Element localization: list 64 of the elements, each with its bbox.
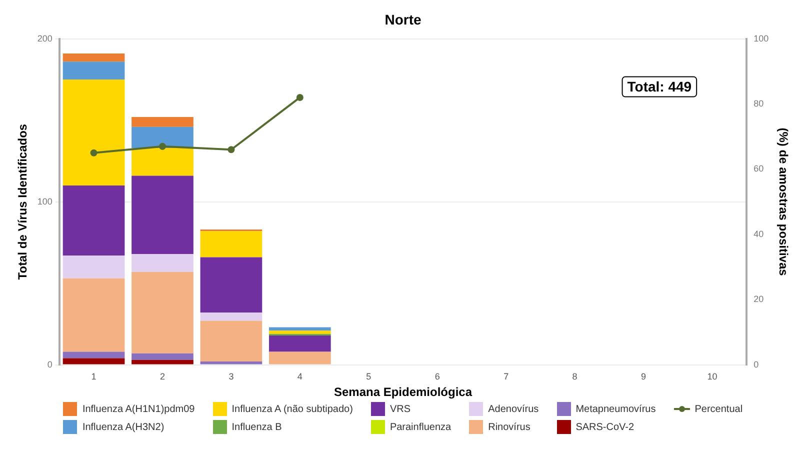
y2-tick-label: 60 <box>754 164 764 174</box>
y2-tick-label: 20 <box>754 294 764 304</box>
x-tick-label: 1 <box>91 372 96 382</box>
x-tick-label: 7 <box>504 372 509 382</box>
y2-tick-label: 0 <box>754 359 759 370</box>
x-tick-label: 10 <box>707 372 718 382</box>
y-tick-label: 200 <box>37 33 52 44</box>
bar <box>200 257 262 313</box>
bar <box>200 312 262 321</box>
bar <box>62 358 125 364</box>
point <box>228 146 235 154</box>
legend-label: Influenza B <box>232 422 282 432</box>
bar <box>132 126 194 148</box>
legend-label: Metapneumovírus <box>576 404 656 414</box>
bar <box>132 117 194 127</box>
y-tick-label: 100 <box>37 196 52 206</box>
y-axis-title: Total de Vírus Identificados <box>16 124 30 280</box>
legend-label: Percentual <box>694 404 743 414</box>
bar <box>200 362 262 364</box>
bar <box>269 335 331 352</box>
legend-label: Rinovírus <box>488 422 530 432</box>
bar <box>200 231 262 258</box>
legend-label: SARS-CoV-2 <box>576 422 634 432</box>
x-axis-title: Semana Epidemiológica <box>334 385 472 400</box>
bar <box>62 53 125 62</box>
bar <box>62 80 125 186</box>
point <box>296 94 304 101</box>
x-tick-label: 9 <box>641 372 646 382</box>
bar <box>132 272 194 354</box>
x-tick-label: 4 <box>297 372 302 382</box>
y2-tick-label: 80 <box>754 98 764 108</box>
legend-label: Influenza A(H3N2) <box>82 422 164 432</box>
bar <box>132 148 194 176</box>
legend-label: Influenza A(H1N1)pdm09 <box>82 404 195 414</box>
x-tick-label: 2 <box>160 372 165 382</box>
x-tick-label: 6 <box>434 372 440 382</box>
x-tick-label: 3 <box>228 372 234 382</box>
bar <box>269 327 331 331</box>
bar <box>132 360 194 364</box>
legend-label: Parainfluenza <box>390 422 452 432</box>
bar <box>62 62 125 80</box>
y2-axis-title: (%) de amostras positivas <box>776 128 790 276</box>
legend-label: Influenza A (não subtipado) <box>232 404 353 414</box>
point <box>158 142 166 150</box>
bar <box>62 352 125 358</box>
bar <box>269 330 331 334</box>
bar <box>132 176 194 254</box>
bar <box>62 278 125 352</box>
bar <box>200 320 262 362</box>
chart-title: Norte <box>384 11 422 28</box>
bar <box>62 256 125 278</box>
x-tick-label: 5 <box>366 372 372 382</box>
legend-label: Adenovírus <box>488 404 539 414</box>
legend-label: VRS <box>390 404 410 414</box>
bar <box>132 254 194 272</box>
x-tick-label: 8 <box>572 372 578 382</box>
annotation: Total: 449 <box>627 78 692 95</box>
bar <box>132 353 194 360</box>
point <box>90 149 98 156</box>
y2-tick-label: 40 <box>754 228 764 239</box>
bar <box>62 186 125 256</box>
bar <box>269 352 331 364</box>
y-tick-label: 0 <box>47 359 52 370</box>
y2-tick-label: 100 <box>754 33 769 44</box>
